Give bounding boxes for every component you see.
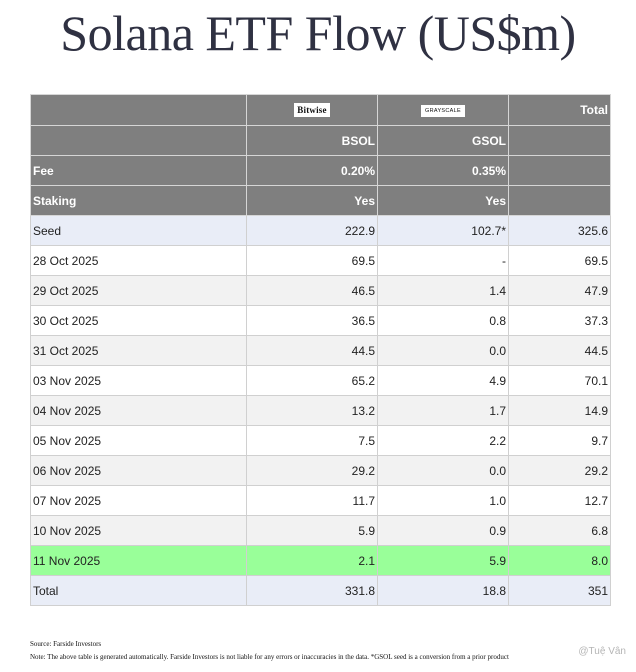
row-gsol: 1.4 bbox=[377, 275, 509, 306]
row-gsol: 0.9 bbox=[377, 515, 509, 546]
header-staking-row: Staking Yes Yes bbox=[30, 185, 611, 216]
row-total: 9.7 bbox=[508, 425, 611, 456]
row-bsol: 7.5 bbox=[246, 425, 378, 456]
table-row: 31 Oct 2025 44.5 0.0 44.5 bbox=[30, 335, 611, 366]
row-gsol: 0.0 bbox=[377, 455, 509, 486]
row-date: 10 Nov 2025 bbox=[30, 515, 247, 546]
row-date: 30 Oct 2025 bbox=[30, 305, 247, 336]
staking-label: Staking bbox=[30, 185, 247, 216]
total-gsol: 18.8 bbox=[377, 575, 509, 606]
table-row: 05 Nov 2025 7.5 2.2 9.7 bbox=[30, 425, 611, 456]
bitwise-logo-cell: Bitwise bbox=[246, 94, 378, 126]
etf-flow-table: Bitwise GRAYSCALE Total BSOL GSOL Fee 0.… bbox=[30, 94, 611, 606]
row-bsol: 29.2 bbox=[246, 455, 378, 486]
table-row: 07 Nov 2025 11.7 1.0 12.7 bbox=[30, 485, 611, 516]
row-total: 8.0 bbox=[508, 545, 611, 576]
row-total: 12.7 bbox=[508, 485, 611, 516]
row-date: 29 Oct 2025 bbox=[30, 275, 247, 306]
watermark: @Tuệ Vân bbox=[576, 646, 628, 657]
row-total: 47.9 bbox=[508, 275, 611, 306]
row-gsol: 1.7 bbox=[377, 395, 509, 426]
row-gsol: 102.7* bbox=[377, 215, 509, 246]
row-date: 03 Nov 2025 bbox=[30, 365, 247, 396]
grayscale-logo: GRAYSCALE bbox=[421, 104, 465, 117]
total-header: Total bbox=[508, 94, 611, 126]
row-date: 31 Oct 2025 bbox=[30, 335, 247, 366]
table-row-seed: Seed 222.9 102.7* 325.6 bbox=[30, 215, 611, 246]
row-gsol: 4.9 bbox=[377, 365, 509, 396]
row-total: 6.8 bbox=[508, 515, 611, 546]
grayscale-logo-cell: GRAYSCALE bbox=[377, 94, 509, 126]
disclaimer-note: Note: The above table is generated autom… bbox=[30, 653, 509, 661]
header-ticker-row: BSOL GSOL bbox=[30, 125, 611, 156]
fee-total-cell bbox=[508, 155, 611, 186]
total-all: 351 bbox=[508, 575, 611, 606]
row-bsol: 2.1 bbox=[246, 545, 378, 576]
table-row: 03 Nov 2025 65.2 4.9 70.1 bbox=[30, 365, 611, 396]
bsol-ticker: BSOL bbox=[246, 125, 378, 156]
table-row: 04 Nov 2025 13.2 1.7 14.9 bbox=[30, 395, 611, 426]
row-date: Seed bbox=[30, 215, 247, 246]
row-total: 14.9 bbox=[508, 395, 611, 426]
total-label: Total bbox=[30, 575, 247, 606]
table-row: 06 Nov 2025 29.2 0.0 29.2 bbox=[30, 455, 611, 486]
table-row: 29 Oct 2025 46.5 1.4 47.9 bbox=[30, 275, 611, 306]
row-date: 06 Nov 2025 bbox=[30, 455, 247, 486]
header-fee-row: Fee 0.20% 0.35% bbox=[30, 155, 611, 186]
row-bsol: 44.5 bbox=[246, 335, 378, 366]
row-bsol: 11.7 bbox=[246, 485, 378, 516]
fee-label: Fee bbox=[30, 155, 247, 186]
bsol-fee: 0.20% bbox=[246, 155, 378, 186]
row-bsol: 65.2 bbox=[246, 365, 378, 396]
row-date: 11 Nov 2025 bbox=[30, 545, 247, 576]
row-bsol: 46.5 bbox=[246, 275, 378, 306]
table-row: 10 Nov 2025 5.9 0.9 6.8 bbox=[30, 515, 611, 546]
table-row: 28 Oct 2025 69.5 - 69.5 bbox=[30, 245, 611, 276]
row-gsol: - bbox=[377, 245, 509, 276]
row-total: 37.3 bbox=[508, 305, 611, 336]
row-bsol: 36.5 bbox=[246, 305, 378, 336]
row-gsol: 0.0 bbox=[377, 335, 509, 366]
ticker-total-cell bbox=[508, 125, 611, 156]
row-total: 29.2 bbox=[508, 455, 611, 486]
page-title: Solana ETF Flow (US$m) bbox=[60, 5, 576, 61]
row-gsol: 2.2 bbox=[377, 425, 509, 456]
row-total: 70.1 bbox=[508, 365, 611, 396]
row-bsol: 69.5 bbox=[246, 245, 378, 276]
row-date: 07 Nov 2025 bbox=[30, 485, 247, 516]
ticker-label bbox=[30, 125, 247, 156]
header-empty-cell bbox=[30, 94, 247, 126]
gsol-ticker: GSOL bbox=[377, 125, 509, 156]
staking-total-cell bbox=[508, 185, 611, 216]
row-bsol: 13.2 bbox=[246, 395, 378, 426]
row-gsol: 0.8 bbox=[377, 305, 509, 336]
gsol-staking: Yes bbox=[377, 185, 509, 216]
source-note: Source: Farside Investors bbox=[30, 640, 102, 648]
row-date: 04 Nov 2025 bbox=[30, 395, 247, 426]
row-total: 44.5 bbox=[508, 335, 611, 366]
row-bsol: 222.9 bbox=[246, 215, 378, 246]
row-total: 69.5 bbox=[508, 245, 611, 276]
bitwise-logo: Bitwise bbox=[294, 103, 330, 118]
bsol-staking: Yes bbox=[246, 185, 378, 216]
header-logo-row: Bitwise GRAYSCALE Total bbox=[30, 94, 611, 126]
total-bsol: 331.8 bbox=[246, 575, 378, 606]
row-gsol: 1.0 bbox=[377, 485, 509, 516]
table-row-total: Total 331.8 18.8 351 bbox=[30, 575, 611, 606]
row-date: 05 Nov 2025 bbox=[30, 425, 247, 456]
table-row-latest: 11 Nov 2025 2.1 5.9 8.0 bbox=[30, 545, 611, 576]
gsol-fee: 0.35% bbox=[377, 155, 509, 186]
row-bsol: 5.9 bbox=[246, 515, 378, 546]
row-total: 325.6 bbox=[508, 215, 611, 246]
table-row: 30 Oct 2025 36.5 0.8 37.3 bbox=[30, 305, 611, 336]
row-gsol: 5.9 bbox=[377, 545, 509, 576]
row-date: 28 Oct 2025 bbox=[30, 245, 247, 276]
